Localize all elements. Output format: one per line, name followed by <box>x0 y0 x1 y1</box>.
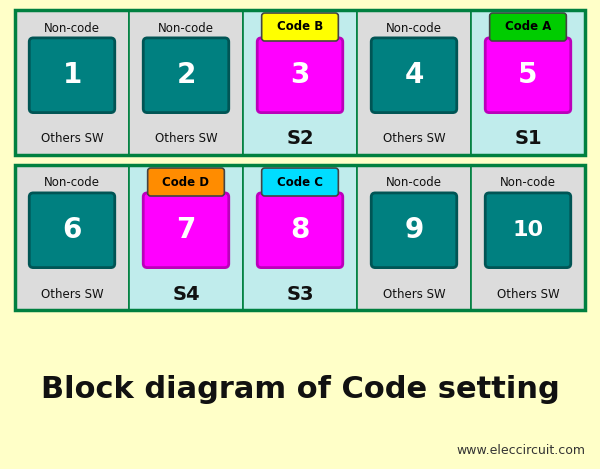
Text: Non-code: Non-code <box>44 22 100 35</box>
Text: Code D: Code D <box>163 175 209 189</box>
FancyBboxPatch shape <box>143 193 229 268</box>
Text: Code C: Code C <box>277 175 323 189</box>
Bar <box>15 10 585 155</box>
Text: Others SW: Others SW <box>41 287 103 301</box>
Bar <box>471 165 585 310</box>
Text: 9: 9 <box>404 216 424 244</box>
Text: Block diagram of Code setting: Block diagram of Code setting <box>41 376 559 404</box>
Bar <box>243 10 357 155</box>
Text: S2: S2 <box>286 129 314 149</box>
Text: S1: S1 <box>514 129 542 149</box>
FancyBboxPatch shape <box>490 13 566 41</box>
Text: Code A: Code A <box>505 21 551 33</box>
Bar <box>129 10 243 155</box>
Text: 2: 2 <box>176 61 196 89</box>
Text: 4: 4 <box>404 61 424 89</box>
Text: www.eleccircuit.com: www.eleccircuit.com <box>456 444 585 456</box>
Text: Non-code: Non-code <box>386 176 442 189</box>
FancyBboxPatch shape <box>262 168 338 196</box>
Text: Others SW: Others SW <box>383 287 445 301</box>
Text: Non-code: Non-code <box>500 176 556 189</box>
Bar <box>15 165 129 310</box>
Text: 8: 8 <box>290 216 310 244</box>
FancyBboxPatch shape <box>485 38 571 113</box>
Bar <box>357 10 471 155</box>
Text: 6: 6 <box>62 216 82 244</box>
Text: S4: S4 <box>172 285 200 303</box>
Text: Others SW: Others SW <box>383 133 445 145</box>
FancyBboxPatch shape <box>262 13 338 41</box>
Text: Non-code: Non-code <box>158 22 214 35</box>
FancyBboxPatch shape <box>148 168 224 196</box>
Bar <box>15 10 129 155</box>
Bar <box>357 165 471 310</box>
FancyBboxPatch shape <box>29 38 115 113</box>
Text: Non-code: Non-code <box>386 22 442 35</box>
Text: S3: S3 <box>286 285 314 303</box>
Text: Others SW: Others SW <box>497 287 559 301</box>
Text: Others SW: Others SW <box>155 133 217 145</box>
Text: 7: 7 <box>176 216 196 244</box>
FancyBboxPatch shape <box>371 38 457 113</box>
Text: 5: 5 <box>518 61 538 89</box>
FancyBboxPatch shape <box>485 193 571 268</box>
Bar <box>471 10 585 155</box>
Text: Non-code: Non-code <box>44 176 100 189</box>
Text: 10: 10 <box>512 220 544 240</box>
Text: 1: 1 <box>62 61 82 89</box>
FancyBboxPatch shape <box>29 193 115 268</box>
FancyBboxPatch shape <box>371 193 457 268</box>
Text: 3: 3 <box>290 61 310 89</box>
Text: Code B: Code B <box>277 21 323 33</box>
Bar <box>129 165 243 310</box>
Bar <box>243 165 357 310</box>
FancyBboxPatch shape <box>257 193 343 268</box>
FancyBboxPatch shape <box>257 38 343 113</box>
FancyBboxPatch shape <box>143 38 229 113</box>
Bar <box>15 165 585 310</box>
Text: Others SW: Others SW <box>41 133 103 145</box>
